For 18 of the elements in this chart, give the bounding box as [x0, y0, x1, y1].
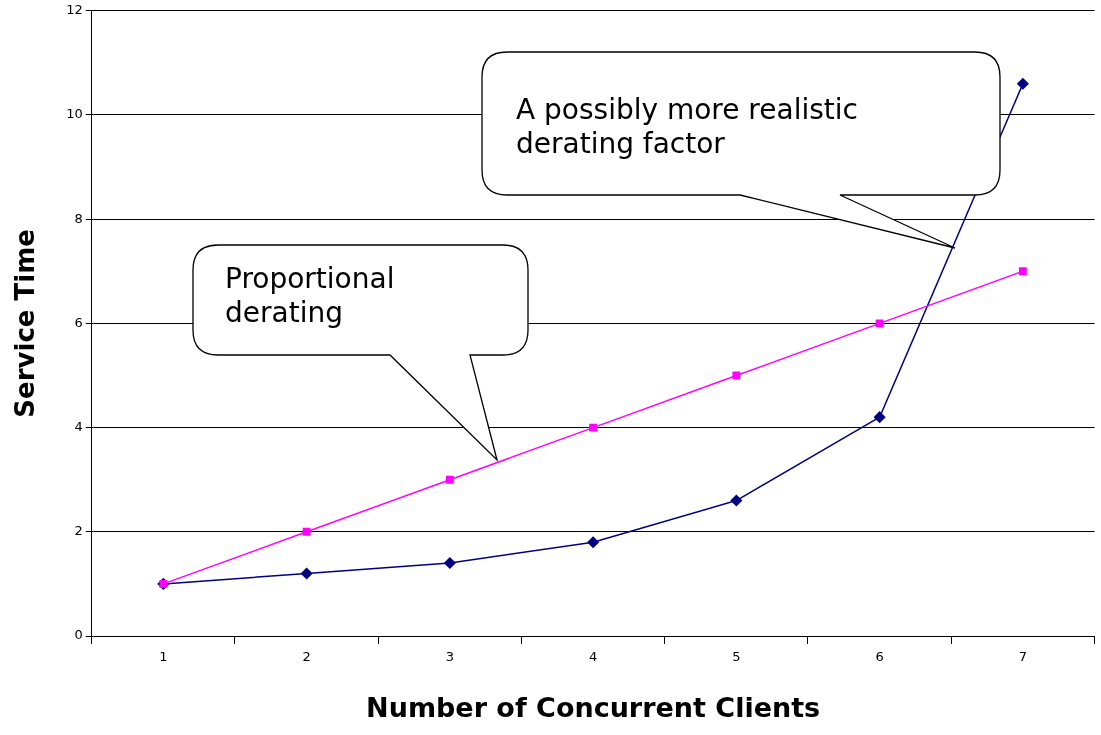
annotation: A possibly more realistic derating factor	[516, 93, 859, 161]
x-axis-title: Number of Concurrent Clients	[366, 691, 821, 723]
y-tick-label: 10	[66, 106, 83, 122]
x-tick-label: 3	[445, 649, 455, 665]
annotation: Proportional derating	[225, 262, 396, 330]
y-tick-label: 6	[74, 314, 83, 330]
x-tick-label: 6	[875, 649, 884, 665]
y-tick-label: 4	[74, 418, 83, 434]
x-tick-label: 1	[159, 649, 168, 665]
x-tick-label: 4	[588, 649, 598, 665]
x-tick-label: 7	[1018, 649, 1028, 665]
x-tick-label: 5	[732, 649, 741, 665]
y-tick-label: 8	[74, 210, 83, 226]
y-tick-label: 12	[66, 2, 83, 18]
y-tick-label: 0	[74, 627, 83, 643]
y-axis-title: Service Time	[10, 229, 41, 418]
y-tick-label: 2	[74, 523, 83, 539]
x-tick-label: 2	[302, 649, 311, 665]
